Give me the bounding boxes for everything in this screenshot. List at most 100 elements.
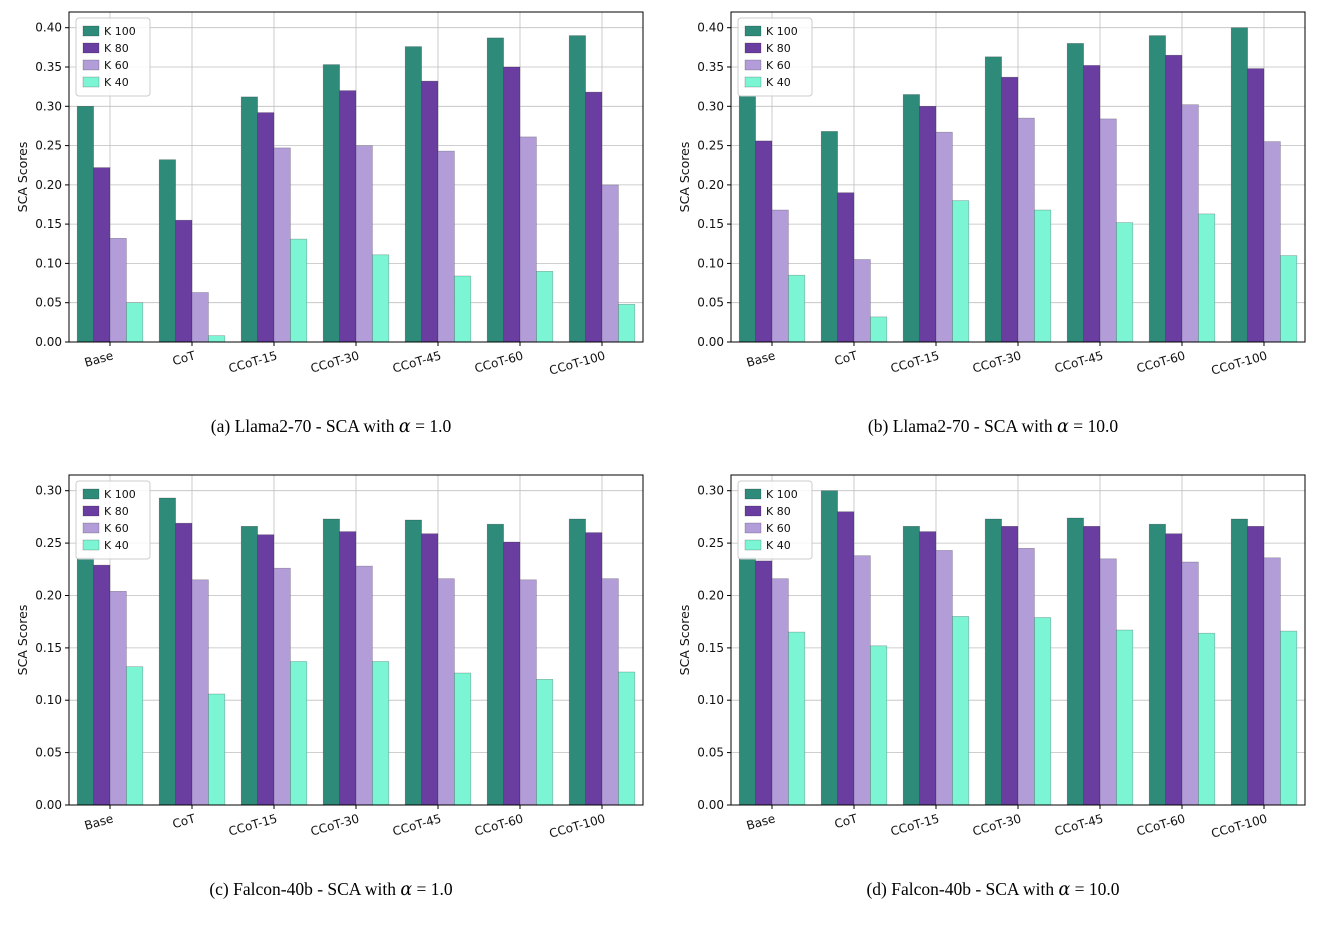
- bar: [1263, 557, 1281, 806]
- bar-chart-d: 0.00 0.05 0.10 0.15 0.20 0.25 0.30 Base CoT CCoT-…: [673, 467, 1313, 869]
- bar: [372, 661, 390, 806]
- bar: [618, 303, 636, 343]
- bar: [738, 95, 756, 343]
- legend-swatch: [82, 25, 100, 37]
- x-tick-label: CCoT-15: [889, 811, 941, 838]
- y-tick-label: 0.20: [35, 178, 62, 192]
- bar: [1066, 517, 1084, 806]
- bar: [1148, 523, 1166, 806]
- legend-swatch: [82, 76, 100, 88]
- x-tick-label: CoT: [171, 348, 198, 368]
- caption-a-text: (a) Llama2-70 - SCA with: [210, 416, 399, 436]
- x-tick-label: CCoT-60: [1135, 811, 1187, 838]
- y-tick-label: 0.40: [697, 21, 724, 35]
- y-tick-label: 0.25: [697, 536, 724, 550]
- bar: [585, 91, 603, 343]
- legend-label: K 40: [766, 539, 791, 552]
- bar: [585, 532, 603, 806]
- y-tick-label: 0.25: [697, 139, 724, 153]
- legend-label: K 60: [104, 522, 129, 535]
- bar: [952, 200, 970, 343]
- x-tick-label: CCoT-30: [309, 348, 361, 375]
- x-tick-label: CoT: [833, 811, 860, 831]
- bar: [355, 145, 373, 343]
- bar: [421, 533, 439, 806]
- bar: [454, 275, 472, 343]
- legend-swatch: [82, 59, 100, 71]
- bar: [257, 534, 275, 806]
- bar: [853, 555, 871, 806]
- bar: [820, 490, 838, 806]
- bar: [1230, 27, 1248, 343]
- bar: [1066, 43, 1084, 343]
- x-tick-label: CCoT-15: [227, 811, 279, 838]
- bar: [372, 254, 390, 343]
- bar: [820, 131, 838, 343]
- legend-label: K 40: [104, 539, 129, 552]
- y-tick-label: 0.00: [35, 798, 62, 812]
- legend-label: K 80: [766, 505, 791, 518]
- bar: [1198, 213, 1216, 343]
- bar: [454, 672, 472, 806]
- legend-label: K 40: [104, 76, 129, 89]
- bar-chart-a: 0.00 0.05 0.10 0.15 0.20 0.25 0.30 0.35 0.40 Base…: [11, 4, 651, 406]
- bar: [93, 167, 111, 343]
- y-tick-label: 0.10: [697, 256, 724, 270]
- bar: [788, 631, 806, 806]
- x-tick-label: CCoT-100: [548, 348, 607, 377]
- bar: [837, 192, 855, 343]
- bar: [240, 96, 258, 343]
- bar: [208, 335, 226, 343]
- bar: [126, 666, 144, 806]
- y-tick-label: 0.20: [697, 589, 724, 603]
- x-tick-label: Base: [83, 811, 115, 833]
- bar: [935, 550, 953, 806]
- bar: [519, 136, 537, 343]
- bar: [93, 564, 111, 806]
- legend-label: K 40: [766, 76, 791, 89]
- y-tick-label: 0.35: [35, 60, 62, 74]
- x-tick-label: CCoT-45: [1053, 348, 1105, 375]
- bar: [290, 238, 308, 343]
- y-tick-label: 0.10: [35, 693, 62, 707]
- bar: [870, 316, 888, 343]
- bar: [1280, 630, 1298, 806]
- legend-label: K 60: [104, 59, 129, 72]
- legend-label: K 100: [766, 25, 798, 38]
- bar: [503, 66, 521, 343]
- bar: [76, 557, 94, 806]
- bar: [208, 693, 226, 806]
- bar: [503, 541, 521, 806]
- chart-svg: 0.00 0.05 0.10 0.15 0.20 0.25 0.30 0.35 0.40 Base…: [15, 11, 644, 378]
- bar: [536, 679, 554, 806]
- caption-a: (a) Llama2-70 - SCA with α = 1.0: [211, 416, 451, 437]
- bar: [618, 671, 636, 806]
- bar: [1165, 533, 1183, 806]
- x-tick-label: CCoT-15: [227, 348, 279, 375]
- bar: [919, 531, 937, 806]
- bar: [837, 511, 855, 806]
- legend-label: K 60: [766, 522, 791, 535]
- x-tick-label: CCoT-45: [391, 348, 443, 375]
- legend-swatch: [744, 488, 762, 500]
- bar: [1099, 558, 1117, 806]
- bar: [273, 567, 291, 806]
- bar-chart-c: 0.00 0.05 0.10 0.15 0.20 0.25 0.30 Base CoT CCoT-…: [11, 467, 651, 869]
- legend-swatch: [82, 539, 100, 551]
- x-tick-label: CCoT-60: [473, 348, 525, 375]
- y-tick-label: 0.05: [697, 296, 724, 310]
- bar: [1083, 65, 1101, 343]
- bar: [404, 519, 422, 806]
- alpha-symbol: α: [1057, 417, 1069, 437]
- bar: [952, 616, 970, 806]
- bar: [1263, 141, 1281, 343]
- legend-label: K 80: [766, 42, 791, 55]
- caption-c: (c) Falcon-40b - SCA with α = 1.0: [209, 879, 452, 900]
- caption-a-value: = 1.0: [410, 416, 452, 436]
- legend-box: [75, 480, 151, 560]
- caption-c-value: = 1.0: [412, 879, 453, 899]
- y-tick-label: 0.30: [697, 99, 724, 113]
- bar: [1247, 525, 1265, 806]
- bar: [755, 140, 773, 343]
